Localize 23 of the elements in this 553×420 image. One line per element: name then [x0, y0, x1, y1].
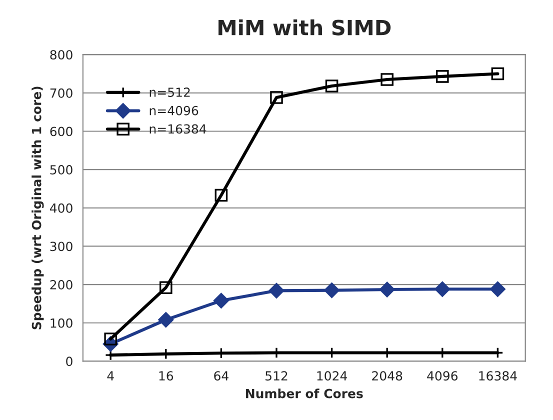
y-tick-label: 500: [50, 165, 72, 174]
x-tick-label: 512: [266, 371, 288, 381]
y-tick-label: 0: [66, 356, 72, 366]
y-tick-label: 300: [50, 242, 72, 252]
x-tick-label: 4: [107, 371, 114, 380]
x-axis-title: Number of Cores: [246, 388, 363, 398]
y-tick-label: 700: [50, 88, 72, 98]
x-tick-label: 2048: [372, 371, 402, 381]
legend-label: n=512: [150, 88, 190, 97]
y-tick-label: 800: [50, 50, 72, 60]
x-tick-label: 16384: [479, 371, 517, 381]
y-tick-label: 100: [50, 318, 72, 328]
x-tick-label: 16: [159, 371, 174, 381]
legend-label: n=4096: [150, 106, 198, 116]
legend-label: n=16384: [150, 124, 206, 134]
chart-title: MiM with SIMD: [218, 19, 391, 36]
y-tick-label: 400: [50, 203, 72, 213]
y-axis-title: Speedup (wrt Original with 1 core): [32, 86, 44, 330]
x-tick-label: 4096: [427, 371, 458, 381]
y-tick-label: 200: [50, 280, 72, 290]
x-tick-label: 64: [214, 371, 228, 381]
y-tick-label: 600: [50, 126, 72, 136]
x-tick-label: 1024: [317, 371, 348, 381]
